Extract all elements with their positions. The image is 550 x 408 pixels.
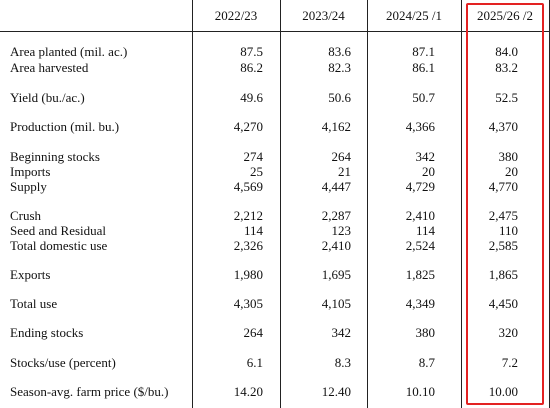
table-cell: 4,729: [405, 179, 435, 194]
table-cell: 4,270: [233, 119, 263, 134]
row-label: Total use: [10, 296, 58, 311]
table-cell: 4,349: [405, 296, 435, 311]
table-cell: 4,450: [488, 296, 518, 311]
table-cell: 4,569: [233, 179, 263, 194]
table-cell: 380: [498, 149, 519, 164]
table-cell: 87.1: [412, 44, 435, 59]
column-divider: [192, 0, 193, 408]
table-cell: 83.6: [328, 44, 351, 59]
column-header: 2024/25 /1: [386, 8, 442, 23]
table-cell: 50.7: [412, 90, 435, 105]
table-cell: 114: [415, 223, 435, 238]
table-cell: 25: [250, 164, 263, 179]
row-label: Area harvested: [10, 60, 89, 75]
column-header: 2025/26 /2: [477, 8, 533, 23]
table-cell: 1,825: [405, 267, 435, 282]
table-cell: 264: [331, 149, 352, 164]
table-cell: 83.2: [495, 60, 518, 75]
row-label: Stocks/use (percent): [10, 355, 116, 370]
table-cell: 4,447: [321, 179, 351, 194]
table-cell: 1,695: [321, 267, 351, 282]
table-cell: 2,326: [233, 238, 263, 253]
table-cell: 2,410: [321, 238, 351, 253]
table-cell: 2,475: [488, 208, 518, 223]
table-cell: 21: [338, 164, 351, 179]
row-label: Ending stocks: [10, 325, 84, 340]
table-cell: 8.3: [334, 355, 351, 370]
row-label: Supply: [10, 179, 47, 194]
table-cell: 4,770: [488, 179, 518, 194]
table-cell: 20: [422, 164, 435, 179]
table-cell: 86.1: [412, 60, 435, 75]
table-cell: 114: [243, 223, 263, 238]
row-label: Season-avg. farm price ($/bu.): [10, 384, 169, 399]
table-cell: 4,162: [321, 119, 351, 134]
table-cell: 20: [505, 164, 518, 179]
table-cell: 1,865: [488, 267, 518, 282]
table-cell: 10.00: [488, 384, 518, 399]
table-cell: 52.5: [495, 90, 518, 105]
column-header: 2022/23: [214, 8, 258, 23]
table-cell: 2,287: [321, 208, 351, 223]
table-cell: 342: [415, 149, 436, 164]
table-cell: 8.7: [418, 355, 435, 370]
table-cell: 2,585: [488, 238, 518, 253]
row-label: Total domestic use: [10, 238, 108, 253]
header-rule: [0, 31, 550, 32]
row-label: Production (mil. bu.): [10, 119, 120, 134]
table-cell: 4,366: [405, 119, 435, 134]
table-cell: 50.6: [328, 90, 351, 105]
table-cell: 2,410: [405, 208, 435, 223]
table-cell: 123: [331, 223, 352, 238]
column-divider: [461, 0, 462, 408]
table-cell: 4,105: [321, 296, 351, 311]
table-cell: 12.40: [321, 384, 351, 399]
column-header: 2023/24: [302, 8, 345, 23]
row-label: Crush: [10, 208, 42, 223]
table-cell: 87.5: [240, 44, 263, 59]
highlight-box: [466, 3, 544, 405]
row-label: Exports: [10, 267, 51, 282]
table-cell: 7.2: [501, 355, 518, 370]
table-cell: 6.1: [246, 355, 263, 370]
table-cell: 320: [498, 325, 519, 340]
table-cell: 110: [498, 223, 518, 238]
row-label: Seed and Residual: [10, 223, 107, 238]
table-cell: 1,980: [233, 267, 263, 282]
table-cell: 342: [331, 325, 352, 340]
row-label: Yield (bu./ac.): [10, 90, 85, 105]
column-divider: [367, 0, 368, 408]
table-cell: 274: [243, 149, 264, 164]
table-cell: 4,305: [233, 296, 263, 311]
table-cell: 82.3: [328, 60, 351, 75]
table-cell: 2,524: [405, 238, 435, 253]
row-label: Beginning stocks: [10, 149, 100, 164]
table-cell: 10.10: [405, 384, 435, 399]
row-label: Area planted (mil. ac.): [10, 44, 128, 59]
table-cell: 4,370: [488, 119, 518, 134]
table-cell: 14.20: [233, 384, 263, 399]
table-cell: 86.2: [240, 60, 263, 75]
row-label: Imports: [10, 164, 51, 179]
table-cell: 49.6: [240, 90, 263, 105]
table-cell: 84.0: [495, 44, 518, 59]
table-cell: 380: [415, 325, 436, 340]
column-divider: [280, 0, 281, 408]
table-cell: 264: [243, 325, 264, 340]
table-cell: 2,212: [233, 208, 263, 223]
